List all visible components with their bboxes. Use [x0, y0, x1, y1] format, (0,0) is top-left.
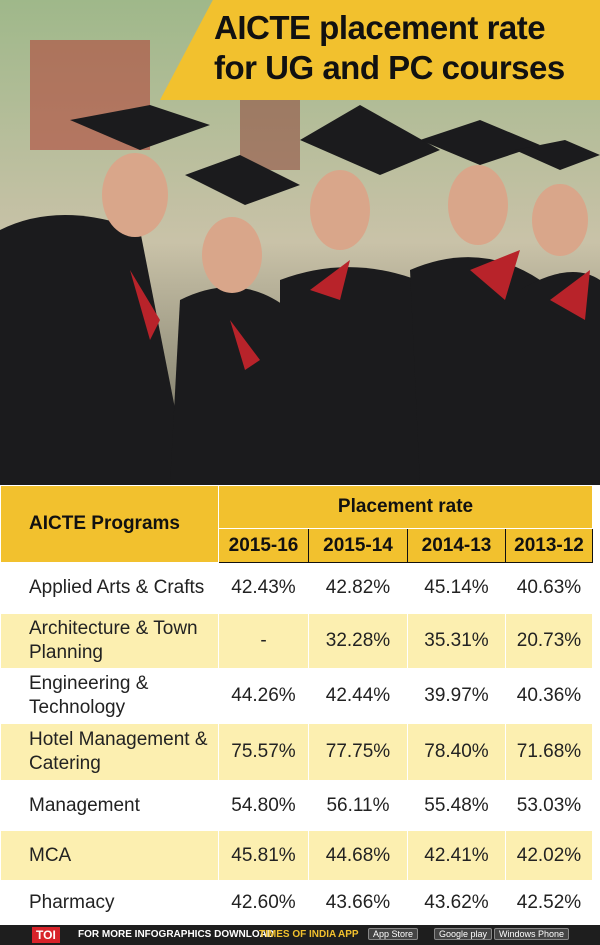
- rate-cell: -: [218, 613, 309, 669]
- rate-cell: 42.02%: [505, 830, 593, 881]
- year-header: 2013-12: [505, 528, 593, 563]
- header-row: AICTE Programs Placement rate: [0, 485, 593, 563]
- program-name: Hotel Management & Catering: [0, 723, 219, 781]
- rate-cell: 43.62%: [407, 880, 506, 926]
- rate-cell: 75.57%: [218, 723, 309, 781]
- table-row: Management 54.80% 56.11% 55.48% 53.03%: [0, 780, 593, 831]
- program-name: Engineering & Technology: [0, 668, 219, 724]
- rate-cell: 40.36%: [505, 668, 593, 724]
- rate-cell: 35.31%: [407, 613, 506, 669]
- footer-text: FOR MORE INFOGRAPHICS DOWNLOAD: [78, 929, 275, 940]
- rate-cell: 53.03%: [505, 780, 593, 831]
- badge[interactable]: Windows Phone: [494, 928, 570, 940]
- year-row: 2015-16 2015-14 2014-13 2013-12: [1, 528, 593, 563]
- table-row: Applied Arts & Crafts 42.43% 42.82% 45.14% 4…: [0, 562, 593, 614]
- rate-cell: 45.14%: [407, 562, 506, 614]
- program-name: Management: [0, 780, 219, 831]
- rate-cell: 43.66%: [308, 880, 408, 926]
- app: APP: [338, 929, 359, 940]
- rate-cell: 44.68%: [308, 830, 408, 881]
- rate-cell: 77.75%: [308, 723, 408, 781]
- group-header: Placement rate: [218, 485, 593, 529]
- row-header: AICTE Programs: [0, 485, 219, 563]
- title: AICTE placement rate for UG and PC cours…: [214, 8, 594, 88]
- rate-cell: 78.40%: [407, 723, 506, 781]
- program-name: Architecture & Town Planning: [0, 613, 219, 669]
- table-row: Engineering & Technology 44.26% 42.44% 39.9…: [0, 668, 593, 724]
- table-row: Architecture & Town Planning -32.28% 35.31…: [0, 613, 593, 669]
- rate-cell: 45.81%: [218, 830, 309, 881]
- rate-cell: 42.82%: [308, 562, 408, 614]
- rate-cell: 42.43%: [218, 562, 309, 614]
- table-row: Pharmacy 42.60% 43.66% 43.62% 42.52%: [0, 880, 593, 926]
- rate-cell: 42.41%: [407, 830, 506, 881]
- badge[interactable]: App Store: [368, 928, 419, 940]
- rate-cell: 55.48%: [407, 780, 506, 831]
- footer: TOI FOR MORE INFOGRAPHICS DOWNLOAD TIMES…: [0, 925, 600, 945]
- app-name: TIMES OF INDIA: [259, 929, 337, 940]
- year-header: 2015-14: [308, 528, 408, 563]
- rate-cell: 54.80%: [218, 780, 309, 831]
- rate-cell: 32.28%: [308, 613, 408, 669]
- title-line: AICTE placement rate: [214, 9, 546, 46]
- badge[interactable]: Google play: [434, 928, 493, 940]
- rate-cell: 71.68%: [505, 723, 593, 781]
- rate-cell: 42.52%: [505, 880, 593, 926]
- brand: TOI: [32, 927, 60, 943]
- rate-cell: 20.73%: [505, 613, 593, 669]
- year-header: 2015-16: [218, 528, 309, 563]
- rate-cell: 42.60%: [218, 880, 309, 926]
- year-header: 2014-13: [407, 528, 506, 563]
- placement-table: AICTE Programs Placement rate 2015-16 201…: [0, 485, 593, 926]
- rate-cell: 40.63%: [505, 562, 593, 614]
- rate-cell: 56.11%: [308, 780, 408, 831]
- rate-cell: 44.26%: [218, 668, 309, 724]
- rate-cell: 42.44%: [308, 668, 408, 724]
- program-name: Applied Arts & Crafts: [0, 562, 219, 614]
- title-line: for UG and PC courses: [214, 49, 565, 86]
- table-row: Hotel Management & Catering 75.57% 77.75% 7…: [0, 723, 593, 781]
- table-row: MCA 45.81% 44.68% 42.41% 42.02%: [0, 830, 593, 881]
- program-name: Pharmacy: [0, 880, 219, 926]
- rate-cell: 39.97%: [407, 668, 506, 724]
- title-banner: [160, 0, 600, 100]
- program-name: MCA: [0, 830, 219, 881]
